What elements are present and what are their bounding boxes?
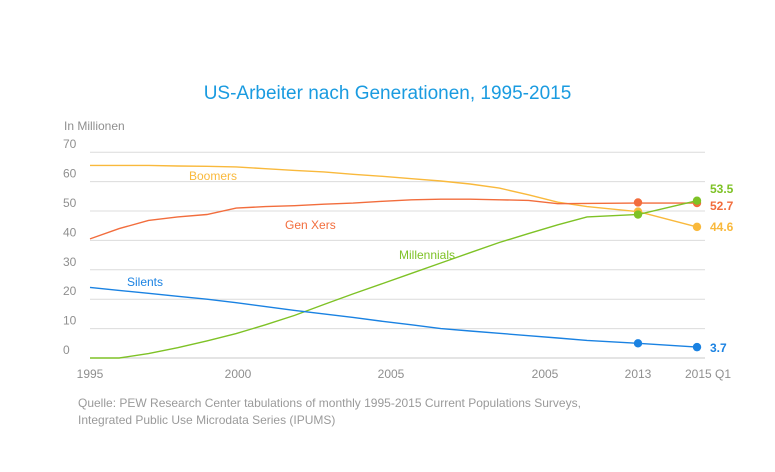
- source-line-1: Quelle: PEW Research Center tabulations …: [78, 396, 581, 410]
- boomers-line: [90, 164, 698, 228]
- series-markers: [633, 196, 702, 352]
- millennials-marker: [692, 196, 702, 205]
- boomers-marker: [692, 222, 702, 232]
- x-tick-label: 2013: [625, 367, 652, 381]
- series-lines: [89, 164, 698, 359]
- y-tick-label: 20: [63, 284, 77, 298]
- y-axis-label: In Millionen: [64, 119, 125, 133]
- millennials-line: [90, 200, 698, 359]
- millennials-end-value: 53.5: [710, 182, 734, 196]
- chart-title: US-Arbeiter nach Generationen, 1995-2015: [203, 83, 572, 104]
- y-tick-label: 0: [63, 343, 70, 357]
- silents-marker: [633, 339, 643, 348]
- millennials-series-label: Millennials: [399, 248, 455, 262]
- y-axis-ticks: 0 10 20 30 40 50 60 70: [63, 137, 77, 357]
- boomers-end-value: 44.6: [710, 220, 734, 234]
- gen-xers-series-label: Gen Xers: [285, 218, 336, 232]
- y-tick-label: 10: [63, 314, 77, 328]
- x-tick-label: 2005: [532, 367, 559, 381]
- source-note: Quelle: PEW Research Center tabulations …: [78, 395, 581, 428]
- source-line-2: Integrated Public Use Microdata Series (…: [78, 412, 336, 427]
- silents-line: [89, 286, 698, 348]
- millennials-marker: [633, 210, 643, 219]
- grid-lines: [90, 151, 705, 359]
- x-tick-label: 2000: [225, 367, 252, 381]
- y-tick-label: 30: [63, 255, 77, 269]
- gen-xers-end-value: 52.7: [710, 199, 734, 213]
- gen-xers-marker: [633, 198, 643, 207]
- silents-end-value: 3.7: [710, 341, 727, 355]
- y-tick-label: 70: [63, 137, 77, 151]
- boomers-series-label: Boomers: [189, 169, 237, 183]
- silents-series-label: Silents: [127, 275, 163, 289]
- x-axis-ticks: 1995 2000 2005 2005 2013 2015 Q1: [77, 367, 732, 381]
- gen-xers-line: [89, 198, 697, 240]
- y-tick-label: 60: [63, 167, 77, 181]
- y-tick-label: 50: [63, 196, 77, 210]
- x-tick-label: 2015 Q1: [685, 367, 731, 381]
- y-tick-label: 40: [63, 225, 77, 239]
- series-labels: Boomers 44.6 Gen Xers 52.7 Millennials 53.5 Si…: [127, 169, 734, 355]
- silents-marker: [692, 342, 702, 352]
- x-tick-label: 2005: [378, 367, 405, 381]
- x-tick-label: 1995: [77, 367, 104, 381]
